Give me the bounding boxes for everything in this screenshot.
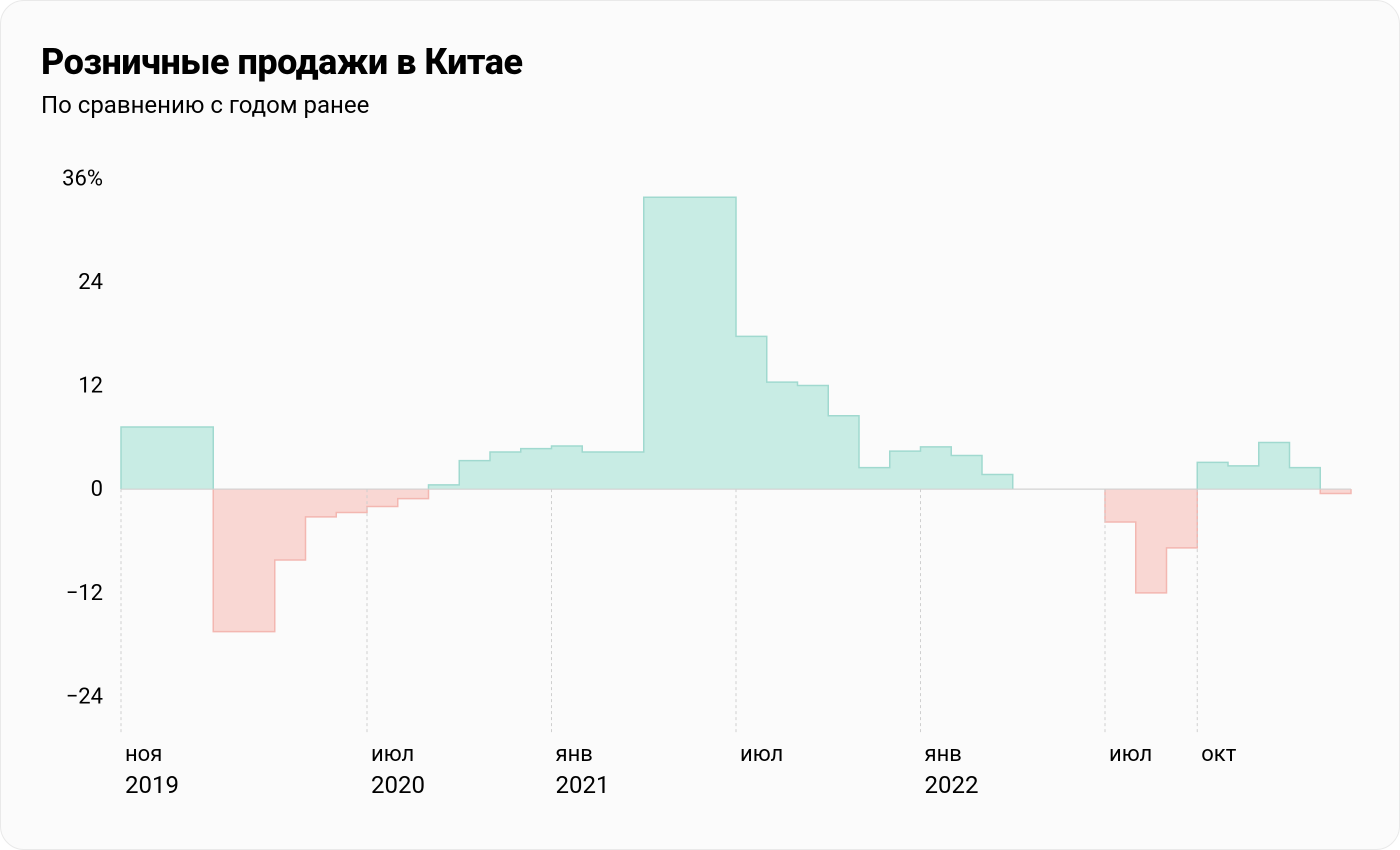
bar bbox=[152, 427, 183, 489]
bar bbox=[1197, 462, 1228, 489]
x-tick-month: июл bbox=[371, 742, 414, 767]
bar bbox=[306, 489, 337, 517]
x-tick-month: окт bbox=[1201, 742, 1236, 767]
bar bbox=[1290, 468, 1321, 490]
y-tick-label: 0 bbox=[91, 477, 103, 502]
bar bbox=[398, 489, 429, 499]
x-tick-month: июл bbox=[1109, 742, 1152, 767]
bar bbox=[951, 456, 982, 490]
x-tick-year: 2022 bbox=[925, 771, 979, 799]
bar bbox=[121, 427, 152, 489]
bar bbox=[459, 461, 490, 490]
bar bbox=[798, 386, 829, 490]
bar bbox=[490, 452, 521, 489]
bar bbox=[644, 197, 675, 489]
bar bbox=[890, 451, 921, 489]
bar bbox=[183, 427, 214, 489]
bar bbox=[1259, 443, 1290, 490]
bar bbox=[675, 197, 706, 489]
x-tick-month: янв bbox=[925, 742, 962, 767]
bar bbox=[275, 489, 306, 560]
x-tick-year: 2021 bbox=[556, 771, 610, 799]
y-tick-label: −24 bbox=[66, 684, 103, 709]
bar bbox=[1136, 489, 1167, 593]
y-tick-label: 12 bbox=[78, 374, 103, 399]
bar bbox=[213, 489, 244, 632]
chart-svg: −24 −12 0 12 24 36% ноя 2019 июл 2020 янв 2021 июл ян… bbox=[41, 151, 1361, 821]
bar bbox=[244, 489, 275, 632]
x-tick-year: 2020 bbox=[371, 771, 425, 799]
bar bbox=[705, 197, 736, 489]
bar bbox=[982, 475, 1013, 490]
x-tick-month: ноя bbox=[125, 742, 162, 767]
x-tick-year: 2019 bbox=[125, 771, 179, 799]
x-tick-month: июл bbox=[740, 742, 783, 767]
bar bbox=[552, 446, 583, 489]
chart-area: −24 −12 0 12 24 36% ноя 2019 июл 2020 янв 2021 июл ян… bbox=[41, 151, 1359, 819]
bar bbox=[859, 468, 890, 490]
bar bbox=[1167, 489, 1198, 548]
chart-card: Розничные продажи в Китае По сравнению с… bbox=[0, 0, 1400, 850]
chart-subtitle: По сравнению с годом ранее bbox=[41, 91, 1359, 119]
chart-title: Розничные продажи в Китае bbox=[41, 41, 1359, 83]
bar bbox=[767, 382, 798, 489]
bar bbox=[1105, 489, 1136, 522]
bar bbox=[582, 452, 613, 489]
y-tick-label: −12 bbox=[66, 581, 103, 606]
bar bbox=[736, 336, 767, 489]
bar bbox=[921, 447, 952, 489]
y-tick-label: 24 bbox=[78, 270, 103, 295]
x-tick-month: янв bbox=[556, 742, 593, 767]
bar bbox=[828, 416, 859, 489]
bar bbox=[521, 449, 552, 490]
bar bbox=[367, 489, 398, 506]
bar bbox=[613, 452, 644, 489]
bar bbox=[336, 489, 367, 512]
bar bbox=[1228, 466, 1259, 489]
y-tick-label: 36% bbox=[62, 166, 103, 191]
